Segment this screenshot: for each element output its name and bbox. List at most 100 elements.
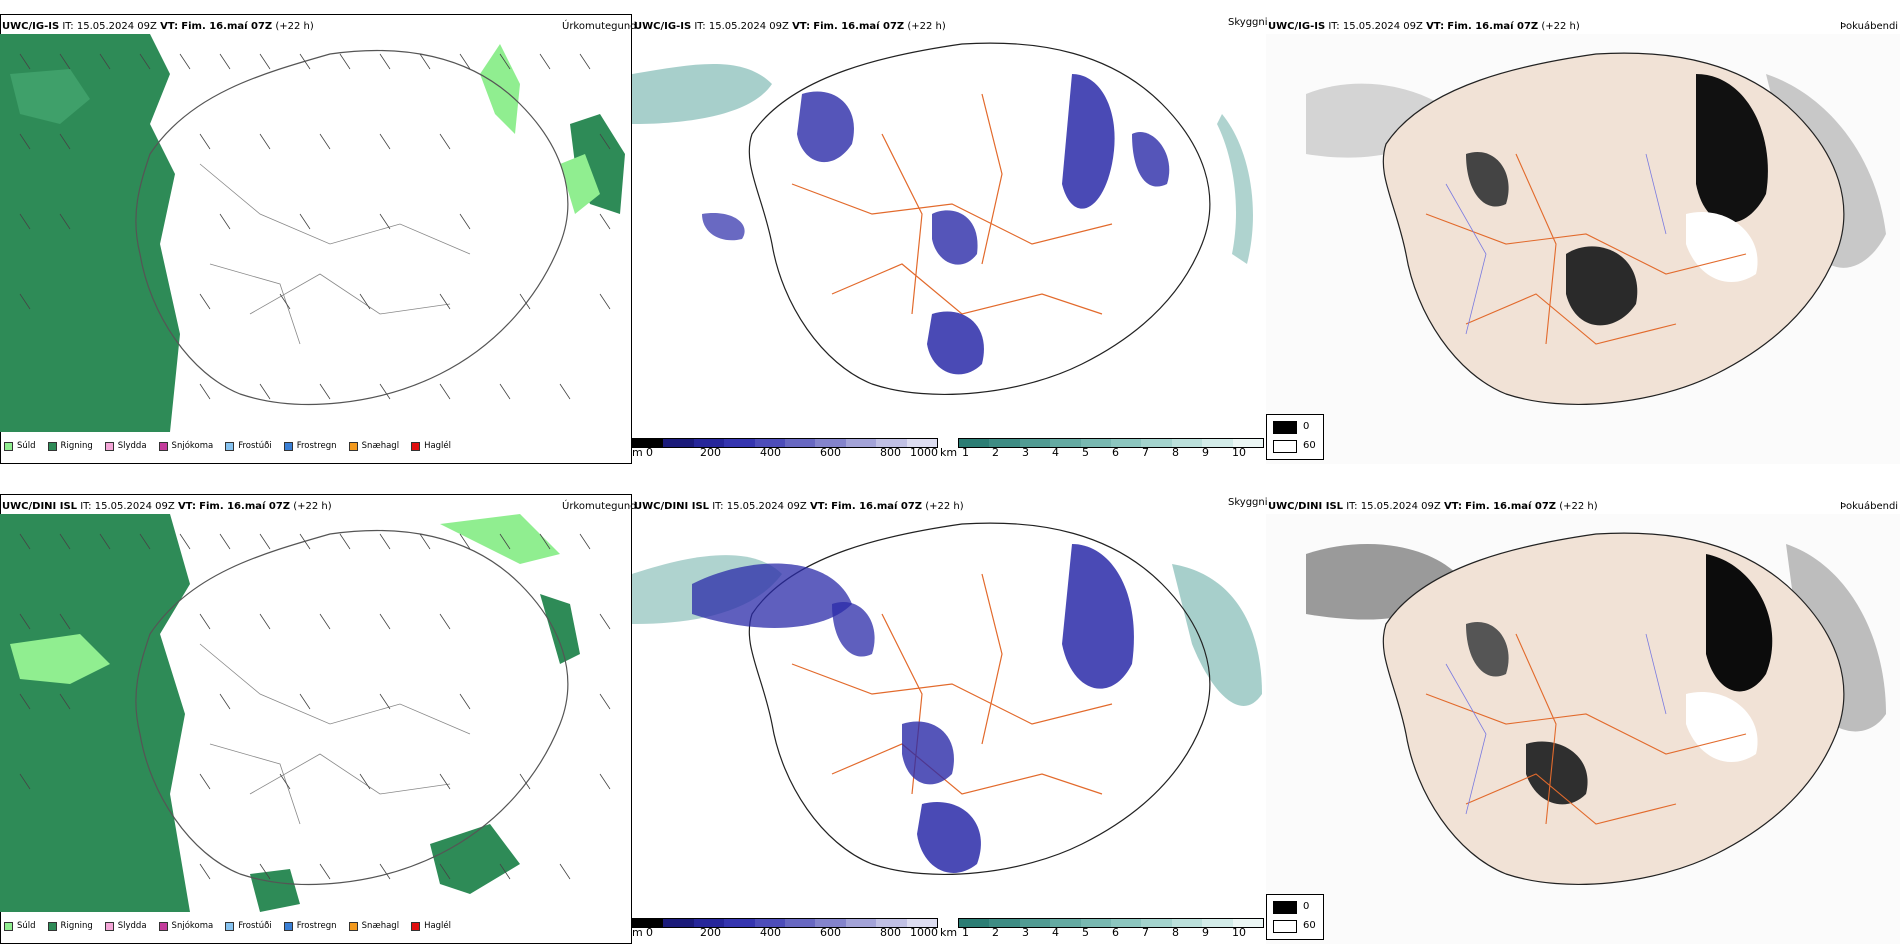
panel-header: UWC/IG-IS IT: 15.05.2024 09Z VT: Fim. 16… bbox=[1268, 20, 1580, 34]
legend-item: Rigning bbox=[47, 441, 93, 451]
cloud-base-tick: 800 bbox=[880, 446, 901, 459]
panel-title: Þokuábendi bbox=[1840, 501, 1899, 512]
cloud-base-unit: m bbox=[632, 446, 643, 459]
lead-time: (+22 h) bbox=[293, 501, 332, 512]
panel-title: Skyggni bbox=[1228, 497, 1268, 508]
panel-title: Þokuábendi bbox=[1840, 21, 1899, 32]
panel-title: Skyggni bbox=[1228, 17, 1268, 28]
it-value: 15.05.2024 09Z bbox=[708, 21, 789, 32]
fog-legend-max: 60 bbox=[1303, 440, 1316, 451]
model-name: UWC/DINI ISL bbox=[1268, 501, 1344, 512]
visibility-tick: 2 bbox=[992, 446, 999, 459]
fog-legend-min-swatch bbox=[1273, 901, 1297, 914]
legend-label: Rigning bbox=[60, 921, 93, 931]
fog-panel-bottom bbox=[1266, 514, 1900, 944]
model-name: UWC/DINI ISL bbox=[2, 501, 78, 512]
panel-header: UWC/DINI ISL IT: 15.05.2024 09Z VT: Fim.… bbox=[1268, 500, 1598, 514]
legend-item: Snæhagl bbox=[348, 441, 400, 451]
vt-value: Fim. 16.maí 07Z bbox=[831, 501, 923, 512]
visibility-unit: km bbox=[940, 446, 958, 459]
panel-header: UWC/IG-IS IT: 15.05.2024 09Z VT: Fim. 16… bbox=[634, 20, 946, 34]
cloud-base-tick: 600 bbox=[820, 446, 841, 459]
fog-legend: 0 60 bbox=[1266, 414, 1324, 460]
visibility-tick: 2 bbox=[992, 926, 999, 939]
model-name: UWC/IG-IS bbox=[1268, 21, 1326, 32]
legend-swatch bbox=[225, 921, 235, 931]
model-name: UWC/IG-IS bbox=[2, 21, 60, 32]
fog-legend-min-swatch bbox=[1273, 421, 1297, 434]
cloud-panel-bottom: m 0 200 400 600 800 1000 km 1 2 3 4 5 6 … bbox=[632, 494, 1264, 944]
vt-label: VT: bbox=[1443, 501, 1462, 512]
cloud-base-tick: 600 bbox=[820, 926, 841, 939]
it-label: IT: bbox=[80, 501, 92, 512]
legend-label: Haglél bbox=[424, 441, 452, 451]
it-label: IT: bbox=[712, 501, 724, 512]
legend-swatch bbox=[411, 921, 421, 931]
visibility-tick: 8 bbox=[1172, 926, 1179, 939]
fog-map bbox=[1266, 34, 1900, 464]
legend-swatch bbox=[348, 921, 358, 931]
model-name: UWC/DINI ISL bbox=[634, 501, 710, 512]
legend-item: Haglél bbox=[411, 921, 451, 931]
cloud-base-tick: 1000 bbox=[910, 926, 938, 939]
legend-label: Snæhagl bbox=[361, 441, 400, 451]
legend-item: Frostregn bbox=[283, 441, 337, 451]
vt-value: Fim. 16.maí 07Z bbox=[199, 501, 291, 512]
legend-swatch bbox=[4, 921, 13, 931]
fog-legend-min: 0 bbox=[1303, 421, 1310, 432]
cloud-base-tick: 0 bbox=[646, 926, 653, 939]
precip-type-map bbox=[0, 514, 611, 912]
visibility-tick: 3 bbox=[1022, 926, 1029, 939]
vt-label: VT: bbox=[160, 21, 179, 32]
visibility-unit: km bbox=[940, 926, 958, 939]
legend-label: Slydda bbox=[117, 441, 147, 451]
cloud-panel-top: m 0 200 400 600 800 1000 km 1 2 3 4 5 6 … bbox=[632, 14, 1264, 464]
visibility-tick: 10 bbox=[1232, 926, 1246, 939]
visibility-tick: 6 bbox=[1112, 926, 1119, 939]
legend-item: Súld bbox=[4, 441, 36, 451]
legend-label: Snjókoma bbox=[171, 441, 214, 451]
visibility-tick: 9 bbox=[1202, 926, 1209, 939]
lead-time: (+22 h) bbox=[907, 21, 946, 32]
vt-value: Fim. 16.maí 07Z bbox=[181, 21, 273, 32]
legend-item: Súld bbox=[4, 921, 36, 931]
fog-legend-max: 60 bbox=[1303, 920, 1316, 931]
cloud-base-tick: 200 bbox=[700, 446, 721, 459]
legend-swatch bbox=[4, 441, 13, 451]
legend-swatch bbox=[283, 441, 293, 451]
cloud-map bbox=[632, 522, 1262, 875]
legend-label: Haglél bbox=[424, 921, 452, 931]
cloud-base-tick: 1000 bbox=[910, 446, 938, 459]
vt-label: VT: bbox=[177, 501, 196, 512]
legend-item: Rigning bbox=[47, 921, 93, 931]
precip-legend: Súld Rigning Slydda Snjókoma Frostúði Fr… bbox=[4, 921, 451, 931]
fog-map bbox=[1266, 514, 1900, 944]
legend-swatch bbox=[411, 441, 421, 451]
visibility-tick: 6 bbox=[1112, 446, 1119, 459]
visibility-tick: 7 bbox=[1142, 926, 1149, 939]
legend-label: Frostregn bbox=[296, 441, 337, 451]
legend-label: Slydda bbox=[117, 921, 147, 931]
vt-label: VT: bbox=[809, 501, 828, 512]
legend-item: Slydda bbox=[104, 921, 147, 931]
visibility-tick: 10 bbox=[1232, 446, 1246, 459]
legend-item: Haglél bbox=[411, 441, 451, 451]
legend-label: Súld bbox=[17, 441, 36, 451]
legend-item: Snjókoma bbox=[158, 921, 214, 931]
visibility-tick: 1 bbox=[962, 926, 969, 939]
legend-label: Snjókoma bbox=[171, 921, 214, 931]
precip-type-panel-top: Súld Rigning Slydda Snjókoma Frostúði Fr… bbox=[0, 14, 632, 464]
lead-time: (+22 h) bbox=[1559, 501, 1598, 512]
fog-legend-max-swatch bbox=[1273, 920, 1297, 933]
it-label: IT: bbox=[62, 21, 74, 32]
panel-header: UWC/DINI ISL IT: 15.05.2024 09Z VT: Fim.… bbox=[2, 500, 332, 514]
legend-swatch bbox=[47, 921, 57, 931]
visibility-colorbar bbox=[958, 918, 1264, 928]
cloud-base-unit: m bbox=[632, 926, 643, 939]
cloud-base-tick: 400 bbox=[760, 926, 781, 939]
legend-label: Rigning bbox=[60, 441, 93, 451]
it-value: 15.05.2024 09Z bbox=[1360, 501, 1441, 512]
lead-time: (+22 h) bbox=[1541, 21, 1580, 32]
panel-header: UWC/DINI ISL IT: 15.05.2024 09Z VT: Fim.… bbox=[634, 500, 964, 514]
vt-label: VT: bbox=[792, 21, 811, 32]
